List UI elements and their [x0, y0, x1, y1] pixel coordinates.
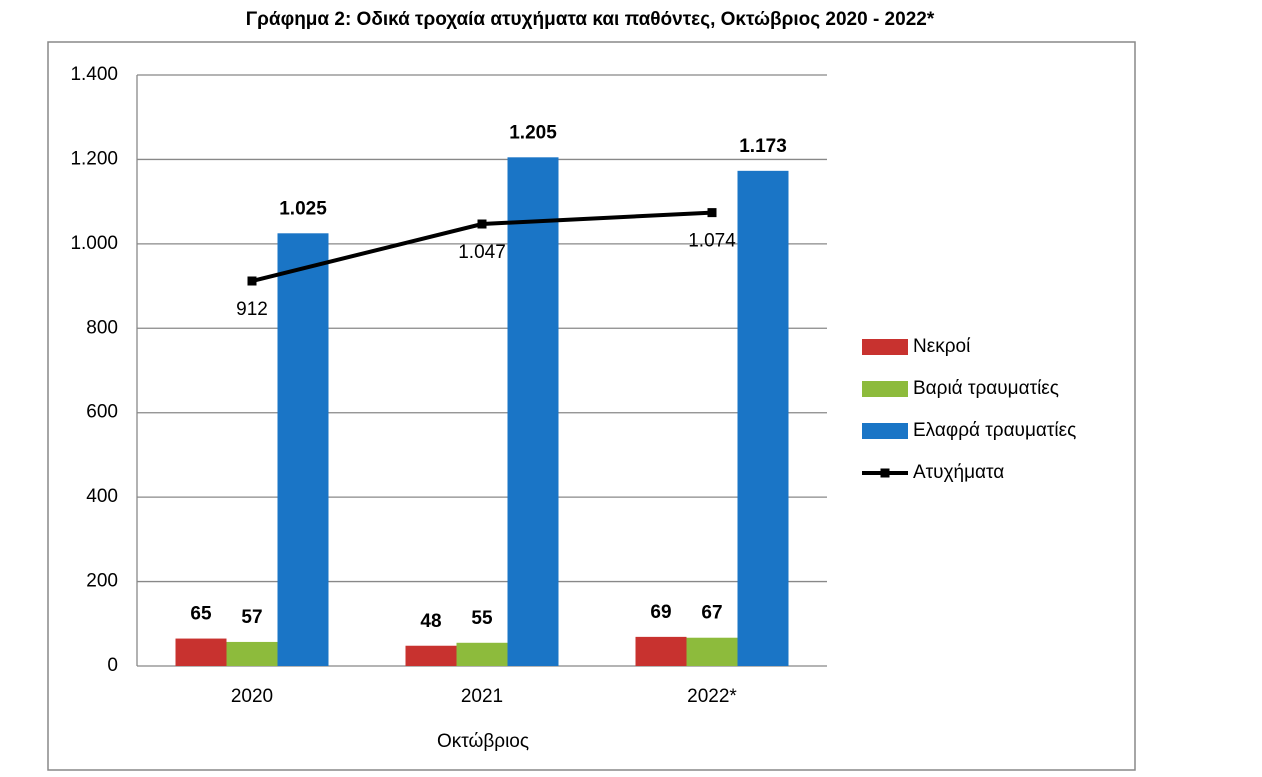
bar-value-label: 55: [471, 608, 493, 629]
bar: [686, 637, 738, 666]
y-tick-label: 1.000: [70, 233, 118, 254]
bar: [405, 645, 457, 666]
line-value-label: 1.074: [688, 231, 736, 252]
line-value-label: 912: [236, 299, 268, 320]
x-axis-label: Οκτώβριος: [437, 731, 529, 752]
y-tick-label: 400: [86, 486, 118, 507]
bar: [175, 638, 227, 666]
y-tick-label: 600: [86, 402, 118, 423]
legend-swatch: [862, 423, 908, 439]
bar-value-label: 65: [190, 604, 212, 625]
y-tick-label: 1.400: [70, 64, 118, 85]
bar: [277, 233, 329, 666]
bar: [635, 636, 687, 666]
bar: [507, 157, 559, 666]
legend-marker: [880, 468, 890, 478]
chart-frame: [47, 41, 1136, 771]
y-tick-label: 1.200: [70, 148, 118, 169]
legend-swatch: [862, 339, 908, 355]
legend-label: Ατυχήματα: [913, 462, 1004, 483]
bar: [456, 642, 508, 666]
bar-value-label: 67: [701, 603, 722, 624]
bar: [737, 170, 789, 667]
line-value-label: 1.047: [458, 242, 506, 263]
line-marker: [477, 219, 487, 229]
bar-value-label: 57: [241, 607, 262, 628]
chart-title: Γράφημα 2: Οδικά τροχαία ατυχήματα και π…: [246, 9, 935, 30]
bar: [226, 641, 278, 666]
x-tick-label: 2022*: [687, 686, 737, 707]
bar-value-label: 1.173: [739, 136, 787, 157]
line-marker: [247, 276, 257, 286]
x-tick-label: 2021: [461, 686, 503, 707]
bar-value-label: 48: [420, 611, 441, 632]
legend-label: Ελαφρά τραυματίες: [913, 420, 1076, 441]
x-tick-label: 2020: [231, 686, 273, 707]
y-tick-label: 0: [107, 655, 118, 676]
y-tick-label: 200: [86, 571, 118, 592]
legend-label: Βαριά τραυματίες: [913, 378, 1059, 399]
bar-value-label: 1.025: [279, 198, 327, 219]
bar-value-label: 69: [650, 602, 671, 623]
line-marker: [707, 208, 717, 218]
bar-value-label: 1.205: [509, 122, 557, 143]
legend-swatch: [862, 381, 908, 397]
legend-label: Νεκροί: [913, 336, 971, 357]
y-tick-label: 800: [86, 317, 118, 338]
